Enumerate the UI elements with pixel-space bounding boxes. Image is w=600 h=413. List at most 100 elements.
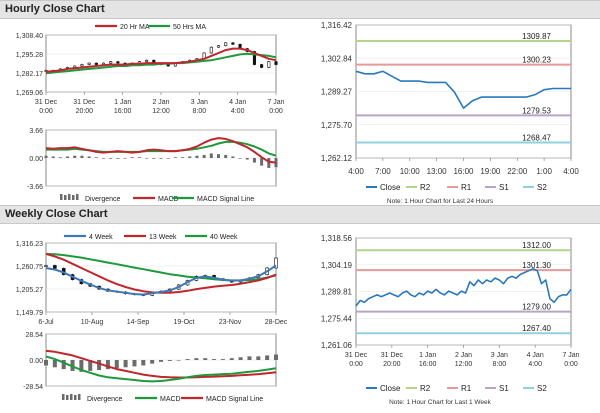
weekly-pivot-legend-label: R1 (461, 384, 472, 393)
hourly-price-candle-body (209, 46, 213, 54)
hourly-pivot-xtick-label: 13:00 (427, 167, 448, 176)
hourly-macd-legend-label: MACD (158, 196, 179, 203)
hourly-price-xtick-label: 12:00 (152, 108, 170, 115)
hourly-macd-legend-swatch (76, 194, 79, 200)
hourly-pivot-s1-level-label: 1279.53 (522, 106, 551, 115)
hourly-pivot-ytick-label: 1,262.12 (321, 154, 353, 163)
weekly-pivot-close-line (355, 267, 572, 307)
weekly-price-ytick-label: 1,316.23 (16, 241, 43, 248)
weekly-macd-divergence-bar (176, 360, 181, 361)
hourly-macd-divergence-bar (188, 156, 192, 158)
hourly-macd-divergence-bar (145, 158, 149, 159)
hourly-price-ytick-label: 1,269.06 (16, 90, 43, 97)
weekly-pivot-xtick-label: 31 Dec (381, 352, 404, 359)
hourly-price-legend-label: 20 Hr MA (120, 24, 150, 31)
hourly-price-xtick-label: 7 Jan (267, 99, 284, 106)
hourly-price-xtick-label: 31 Dec (73, 99, 96, 106)
hourly-macd-divergence-bar (224, 154, 228, 158)
hourly-macd-divergence-bar (66, 156, 70, 158)
weekly-macd-divergence-bar (52, 360, 57, 368)
hourly-macd-divergence-bar (109, 158, 113, 159)
weekly-pivot-xtick-label: 1 Jan (419, 352, 436, 359)
weekly-price-ytick-label: 1,260.75 (16, 264, 43, 271)
hourly-macd-divergence-bar (195, 155, 199, 158)
weekly-macd-divergence-bar (88, 360, 93, 371)
weekly-pivot-xtick-label: 4 Jan (527, 352, 544, 359)
hourly-macd-divergence-bar (181, 157, 185, 158)
hourly-macd-divergence-bar (152, 158, 156, 159)
weekly-price-xtick-label: 28-Dec (265, 319, 288, 326)
weekly-pivot-r1-level-label: 1301.30 (522, 261, 551, 270)
weekly-macd-legend-label: MACD (160, 396, 181, 403)
weekly-price-xtick-label: 14-Sep (127, 319, 150, 326)
hourly-macd-legend-swatch (60, 194, 63, 200)
hourly-macd-ytick-label: 0.00 (29, 156, 43, 163)
hourly-price-xtick-label: 16:00 (114, 108, 132, 115)
weekly-price-xtick-label: 10-Aug (81, 319, 104, 326)
weekly-macd-divergence-bar (265, 355, 270, 360)
hourly-macd-divergence-bar (87, 156, 91, 158)
weekly-price-candle-body (44, 265, 48, 267)
hourly-pivot-ytick-label: 1,275.70 (321, 121, 353, 130)
hourly-price-candle-body (260, 64, 264, 68)
hourly-macd-legend-swatch (64, 195, 67, 200)
hourly-price-xtick-label: 1 Jan (114, 99, 131, 106)
weekly-macd-divergence-bar (159, 360, 163, 362)
weekly-pivot-ytick-label: 1,318.56 (321, 234, 353, 243)
hourly-pivot-ytick-label: 1,289.27 (321, 88, 353, 97)
weekly-macd-divergence-bar (61, 360, 66, 370)
weekly-price-legend-label: 40 Week (210, 234, 238, 241)
weekly-pivot-note: Note: 1 Hour Chart for Last 1 Week (389, 399, 492, 406)
hourly-price-xtick-label: 4:00 (231, 108, 245, 115)
hourly-macd-ytick-label: -3.66 (27, 184, 43, 191)
weekly-macd-divergence-bar (44, 360, 48, 366)
hourly-pivot-xtick-label: 4:00 (348, 167, 364, 176)
weekly-section-title: Weekly Close Chart (5, 208, 108, 220)
hourly-price-candle-body (231, 42, 235, 45)
weekly-price-ytick-label: 1,205.27 (16, 287, 43, 294)
weekly-macd-line (45, 355, 277, 383)
weekly-macd-legend-swatch (78, 394, 81, 400)
hourly-macd-divergence-bar (116, 158, 120, 159)
weekly-pivot-legend-label: R2 (420, 384, 431, 393)
hourly-macd-legend-swatch (68, 194, 71, 200)
weekly-price-ytick-label: 1,149.79 (16, 310, 43, 317)
hourly-pivot-legend-label: R2 (420, 183, 431, 192)
weekly-macd-signal-line (45, 349, 277, 379)
hourly-macd-divergence-bar (238, 158, 242, 159)
hourly-pivot-ytick-label: 1,316.42 (321, 21, 353, 30)
weekly-macd-divergence-bar (212, 359, 217, 360)
hourly-pivot-r2-level-label: 1309.87 (522, 32, 551, 41)
weekly-macd-divergence-bar (141, 360, 146, 366)
hourly-pivot-legend-label: S1 (499, 183, 509, 192)
hourly-macd-divergence-bar (51, 156, 55, 158)
weekly-macd-divergence-bar (105, 360, 110, 370)
hourly-price-xtick-label: 0:00 (39, 108, 53, 115)
weekly-macd-divergence-bar (114, 360, 119, 369)
weekly-macd-divergence-bar (256, 356, 261, 360)
weekly-pivot-xtick-label: 20:00 (383, 361, 401, 368)
hourly-price-candle-body (267, 61, 271, 68)
hourly-price-candle-body (274, 61, 278, 65)
weekly-price-candle-body (274, 257, 278, 269)
hourly-macd-divergence-bar (137, 157, 141, 158)
weekly-pivot-xtick-label: 2 Jan (455, 352, 472, 359)
hourly-price-candle-body (109, 61, 113, 64)
weekly-macd-divergence-bar (247, 356, 252, 360)
weekly-pivot-legend-label: S2 (537, 384, 547, 393)
weekly-macd-legend-swatch (74, 395, 77, 400)
hourly-macd-line (45, 137, 277, 164)
weekly-macd-legend-swatch (62, 394, 65, 400)
weekly-pivot-xtick-label: 7 Jan (562, 352, 579, 359)
hourly-price-xtick-label: 2 Jan (152, 99, 169, 106)
hourly-pivot-legend-label: R1 (461, 183, 472, 192)
weekly-macd-divergence-bar (203, 358, 208, 360)
weekly-macd-ytick-label: -28.54 (23, 384, 43, 391)
hourly-price-xtick-label: 20:00 (76, 108, 94, 115)
hourly-macd-divergence-bar (209, 153, 213, 158)
weekly-price-ma4-line (45, 264, 277, 296)
hourly-pivot-xtick-label: 19:00 (480, 167, 501, 176)
